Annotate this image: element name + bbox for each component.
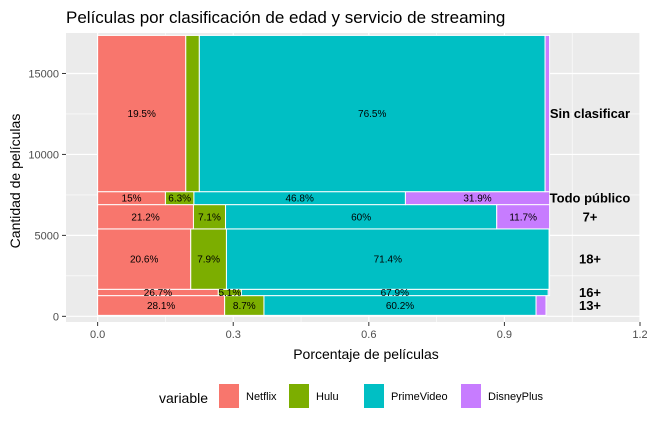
x-tick-label: 0.3	[226, 329, 241, 341]
legend: variable Netflix Hulu PrimeVideo DisneyPlus	[159, 384, 544, 408]
segment-label-todo-publico-hulu: 6.3%	[168, 194, 191, 205]
segment-label-13-primevideo: 60.2%	[386, 301, 414, 312]
legend-label-primevideo: PrimeVideo	[391, 391, 448, 403]
segment-label-18-primevideo: 71.4%	[374, 255, 402, 266]
bar-7-hulu	[192, 204, 227, 230]
y-tick-label: 5000	[35, 230, 59, 242]
bar-sin-clasificar-hulu	[185, 34, 200, 193]
legend-swatch-primevideo	[364, 384, 384, 408]
bar-sin-clasificar-disneyplus	[544, 34, 551, 193]
legend-label-netflix: Netflix	[246, 391, 277, 403]
category-label-13: 13+	[579, 298, 601, 313]
x-tick-label: 0.0	[90, 329, 105, 341]
bar-18-primevideo	[225, 228, 550, 290]
segment-label-todo-publico-primevideo: 46.8%	[285, 194, 313, 205]
segment-label-7-primevideo: 60%	[351, 212, 371, 223]
legend-swatch-hulu	[289, 384, 309, 408]
bar-16-disneyplus	[547, 288, 551, 297]
legend-title: variable	[159, 390, 208, 406]
y-axis-ticks: 0 5000 10000 15000	[28, 68, 66, 323]
y-tick-label: 0	[53, 311, 59, 323]
category-label-18: 18+	[579, 252, 601, 267]
segment-label-18-hulu: 7.9%	[197, 255, 220, 266]
x-tick-label: 0.9	[497, 329, 512, 341]
segment-label-13-hulu: 8.7%	[233, 301, 256, 312]
bars	[97, 34, 551, 316]
segment-label-18-netflix: 20.6%	[130, 255, 158, 266]
x-axis-ticks: 0.0 0.3 0.6 0.9 1.2	[90, 322, 647, 341]
bar-13-disneyplus	[535, 295, 547, 316]
segment-label-todo-publico-disneyplus: 31.9%	[463, 194, 491, 205]
y-tick-label: 15000	[28, 68, 59, 80]
y-tick-label: 10000	[28, 149, 59, 161]
segment-label-sin-clasificar-primevideo: 76.5%	[358, 109, 386, 120]
x-tick-label: 1.2	[632, 329, 647, 341]
chart-title: Películas por clasificación de edad y se…	[66, 8, 505, 27]
segment-label-7-hulu: 7.1%	[198, 212, 221, 223]
segment-label-7-disneyplus: 11.7%	[509, 212, 537, 223]
bar-sin-clasificar-netflix	[97, 34, 187, 193]
segment-labels: 28.1% 8.7% 60.2% 26.7% 5.1% 67.9% 20.6% 7.9% 71.…	[122, 109, 538, 312]
category-label-7: 7+	[583, 209, 598, 224]
category-label-16: 16+	[579, 285, 601, 300]
segment-label-sin-clasificar-netflix: 19.5%	[128, 109, 156, 120]
segment-label-16-primevideo: 67.9%	[381, 288, 409, 299]
bar-sin-clasificar-primevideo	[198, 34, 546, 193]
legend-swatch-disneyplus	[461, 384, 481, 408]
category-label-todo-publico: Todo público	[550, 191, 631, 206]
category-label-sin-clasificar: Sin clasificar	[550, 106, 630, 121]
segment-label-13-netflix: 28.1%	[147, 301, 175, 312]
segment-label-16-netflix: 26.7%	[144, 288, 172, 299]
category-labels: 13+16+ 18+ 7+ Todo público Sin clasificar	[550, 106, 631, 313]
bar-7-disneyplus	[496, 204, 551, 230]
segment-label-16-hulu: 5.1%	[218, 288, 241, 299]
y-axis-label: Cantidad de películas	[7, 114, 23, 249]
x-axis-label: Porcentaje de películas	[293, 346, 439, 362]
x-tick-label: 0.6	[361, 329, 376, 341]
segment-label-7-netflix: 21.2%	[131, 212, 159, 223]
legend-swatch-netflix	[219, 384, 239, 408]
legend-label-disneyplus: DisneyPlus	[488, 391, 544, 403]
legend-label-hulu: Hulu	[316, 391, 339, 403]
segment-label-todo-publico-netflix: 15%	[122, 194, 142, 205]
